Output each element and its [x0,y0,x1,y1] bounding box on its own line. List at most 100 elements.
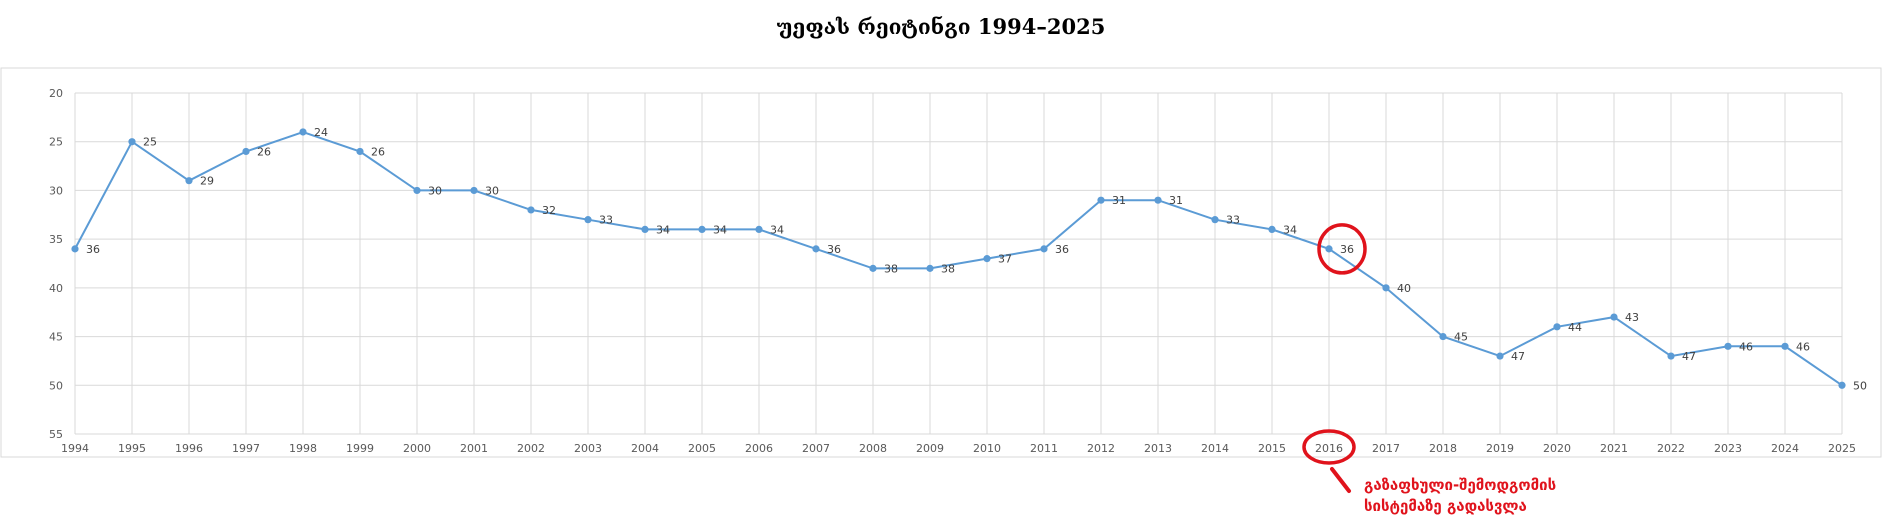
x-tick-label: 2007 [802,442,830,455]
y-tick-label: 45 [49,331,63,344]
x-tick-label: 2018 [1429,442,1457,455]
annotation-text-line2: სისტემაზე გადასვლა [1364,497,1527,515]
data-point [1724,342,1732,350]
data-label: 46 [1796,340,1810,353]
x-axis: 1994 1995 1996 1997 1998 1999 2000 2001 2002 2003… [61,442,1856,455]
x-tick-label: 2006 [745,442,773,455]
data-point [71,245,79,253]
data-label: 36 [1340,243,1354,256]
data-point [128,138,136,146]
data-point [926,264,934,272]
data-point [1838,381,1846,389]
data-points [71,128,1846,389]
x-tick-label: 2004 [631,442,659,455]
x-tick-label: 2011 [1030,442,1058,455]
data-label: 40 [1397,282,1411,295]
x-tick-label: 2010 [973,442,1001,455]
data-label: 45 [1454,331,1468,344]
x-tick-label: 1996 [175,442,203,455]
x-tick-label: 2021 [1600,442,1628,455]
y-axis: 20 25 30 35 40 45 50 55 [49,87,63,441]
chart-area-border [0,67,1882,458]
data-label: 25 [143,136,157,149]
data-label: 26 [257,145,271,158]
x-tick-label: 2001 [460,442,488,455]
x-tick-label: 2005 [688,442,716,455]
annotation: გაზაფხული-შემოდგომის სისტემაზე გადასვლა [1302,223,1556,515]
x-tick-label: 2022 [1657,442,1685,455]
y-tick-label: 40 [49,282,63,295]
x-tick-label: 2009 [916,442,944,455]
data-point [242,147,250,156]
x-tick-label: 1995 [118,442,146,455]
data-label: 32 [542,204,556,217]
data-label: 38 [941,262,955,275]
data-label: 29 [200,175,214,188]
x-tick-label: 2016 [1315,442,1343,455]
data-point [413,186,421,195]
data-label: 30 [428,184,442,197]
data-point [1496,352,1504,360]
annotation-pointer [1330,467,1351,493]
data-label: 34 [1283,223,1297,236]
data-label: 36 [86,243,100,256]
data-label: 34 [713,223,727,236]
data-labels: 36 25 29 26 24 26 30 30 32 33 34 34 34 36 38 38 37 36 31 31… [86,126,1867,392]
gridlines [74,92,1843,435]
data-point [1439,332,1447,341]
y-tick-label: 20 [49,87,63,100]
data-point [1040,245,1048,253]
data-label: 36 [827,243,841,256]
data-label: 43 [1625,311,1639,324]
x-tick-label: 2025 [1828,442,1856,455]
y-tick-label: 25 [49,136,63,149]
data-point [1325,245,1333,253]
data-point [869,264,877,272]
data-point [1154,196,1162,204]
data-label: 44 [1568,321,1582,334]
data-label: 30 [485,184,499,197]
y-tick-label: 30 [49,184,63,197]
data-label: 24 [314,126,328,139]
data-point [812,245,820,253]
data-point [470,186,478,195]
data-point [527,206,535,214]
data-point [185,177,193,185]
data-label: 50 [1853,379,1867,392]
data-point [755,225,763,233]
annotation-circle-axis [1302,429,1356,465]
data-label: 38 [884,262,898,275]
data-point [1553,323,1561,331]
annotation-circle-point [1317,223,1367,275]
data-label: 47 [1682,350,1696,363]
data-point [1211,216,1219,224]
x-tick-label: 1999 [346,442,374,455]
y-tick-label: 50 [49,379,63,392]
data-point [983,255,991,263]
data-point [1781,342,1789,350]
y-tick-label: 55 [49,428,63,441]
x-tick-label: 2017 [1372,442,1400,455]
data-point [698,225,706,233]
x-tick-label: 1998 [289,442,317,455]
x-tick-label: 2014 [1201,442,1229,455]
data-point [1667,352,1675,360]
data-point [584,216,592,224]
x-tick-label: 2002 [517,442,545,455]
x-tick-label: 2015 [1258,442,1286,455]
x-tick-label: 2012 [1087,442,1115,455]
x-tick-label: 1994 [61,442,89,455]
data-label: 34 [656,223,670,236]
y-tick-label: 35 [49,233,63,246]
data-label: 46 [1739,340,1753,353]
x-tick-label: 1997 [232,442,260,455]
data-point [1268,225,1276,233]
data-point [299,128,307,136]
data-label: 33 [1226,214,1240,227]
chart-title: უეფას რეიტინგი 1994–2025 [776,14,1106,39]
x-tick-label: 2023 [1714,442,1742,455]
data-label: 31 [1112,194,1126,207]
annotation-text-line1: გაზაფხული-შემოდგომის [1364,476,1556,494]
x-tick-label: 2003 [574,442,602,455]
